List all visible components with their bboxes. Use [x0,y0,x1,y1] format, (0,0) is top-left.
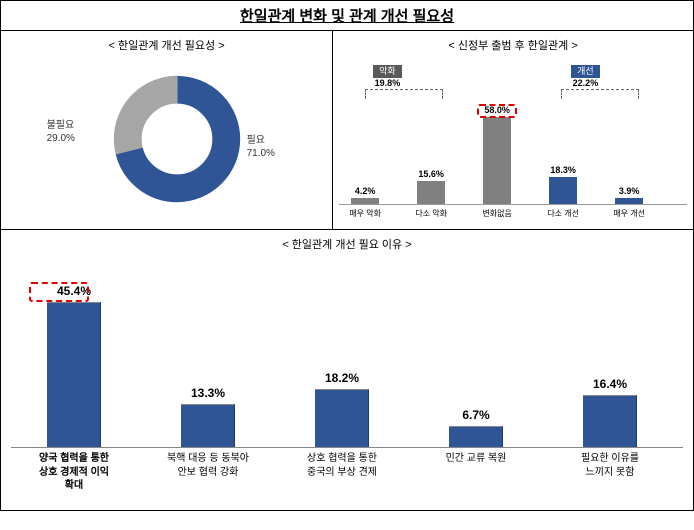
main-title: 한일관계 변화 및 관계 개선 필요성 [1,1,693,31]
small-bar [615,198,643,204]
summary-worsen: 악화 19.8% [373,65,402,89]
small-bar-category: 다소 개선 [535,208,591,219]
small-bars-area: 4.2%15.6%58.0%18.3%3.9% [339,111,687,205]
summary-worsen-label: 악화 [373,65,402,78]
summary-worsen-pct: 19.8% [375,78,401,88]
small-bar-category: 다소 악화 [403,208,459,219]
big-bar-category: 북핵 대응 등 동북아안보 협력 강화 [147,452,269,479]
big-bar [449,426,503,447]
bigbar-subtitle: < 한일관계 개선 필요 이유 > [11,236,683,252]
small-bar [483,117,511,204]
small-bar-category: 매우 악화 [337,208,393,219]
donut-need-text: 필요 [247,135,265,146]
donut-chart: 불필요 29.0% 필요 71.0% [37,59,297,219]
smallbar-subtitle: < 신정부 출범 후 한일관계 > [339,37,687,53]
small-bar [549,177,577,204]
big-bar-category: 민간 교류 복원 [415,452,537,466]
donut-label-need: 필요 71.0% [247,134,275,160]
highlight-box [477,104,517,118]
small-bar-value: 4.2% [340,186,390,196]
big-bar-category: 필요한 이유를느끼지 못함 [549,452,671,479]
big-bar-category: 상호 협력을 통한중국의 부상 견제 [281,452,403,479]
highlight-box [29,282,89,302]
big-bar-value: 13.3% [168,386,248,400]
donut-label-noneed: 불필요 29.0% [47,119,75,145]
big-bar-category: 양국 협력을 통한상호 경제적 이익확대 [13,452,135,493]
dash-worsen [365,89,443,99]
top-row: < 한일관계 개선 필요성 > 불필요 29.0% 필요 71.0% < 신정부… [1,31,693,230]
big-bar [47,302,101,447]
dash-improve [561,89,639,99]
big-bar [181,404,235,447]
small-bar-category: 변화없음 [469,208,525,219]
big-bar [315,389,369,447]
summary-improve-pct: 22.2% [573,78,599,88]
small-bar-value: 15.6% [406,169,456,179]
bigbar-panel: < 한일관계 개선 필요 이유 > 45.4%13.3%18.2%6.7%16.… [1,230,693,510]
small-bar [417,181,445,204]
donut-need-pct: 71.0% [247,148,275,159]
big-cats: 양국 협력을 통한상호 경제적 이익확대 북핵 대응 등 동북아안보 협력 강화 상… [11,448,683,496]
donut-panel: < 한일관계 개선 필요성 > 불필요 29.0% 필요 71.0% [1,31,333,229]
big-bar-value: 18.2% [302,371,382,385]
donut-svg [112,74,242,204]
donut-noneed-pct: 29.0% [47,133,75,144]
summary-improve: 개선 22.2% [571,65,600,89]
summary-improve-label: 개선 [571,65,600,78]
smallbar-panel: < 신정부 출범 후 한일관계 > 악화 19.8% 개선 22.2% 4.2%… [333,31,693,229]
big-bar-value: 16.4% [570,377,650,391]
smallbar-chart: 악화 19.8% 개선 22.2% 4.2%15.6%58.0%18.3%3.9… [339,59,687,219]
bigbar-chart: 45.4%13.3%18.2%6.7%16.4% [11,258,683,448]
small-bar [351,198,379,204]
small-bar-value: 18.3% [538,165,588,175]
small-bar-value: 3.9% [604,186,654,196]
dashboard-frame: 한일관계 변화 및 관계 개선 필요성 < 한일관계 개선 필요성 > 불필요 … [0,0,694,511]
big-bar-value: 6.7% [436,408,516,422]
donut-noneed-text: 불필요 [47,120,75,131]
big-bar [583,395,637,447]
donut-subtitle: < 한일관계 개선 필요성 > [7,37,326,53]
small-bar-category: 매우 개선 [601,208,657,219]
